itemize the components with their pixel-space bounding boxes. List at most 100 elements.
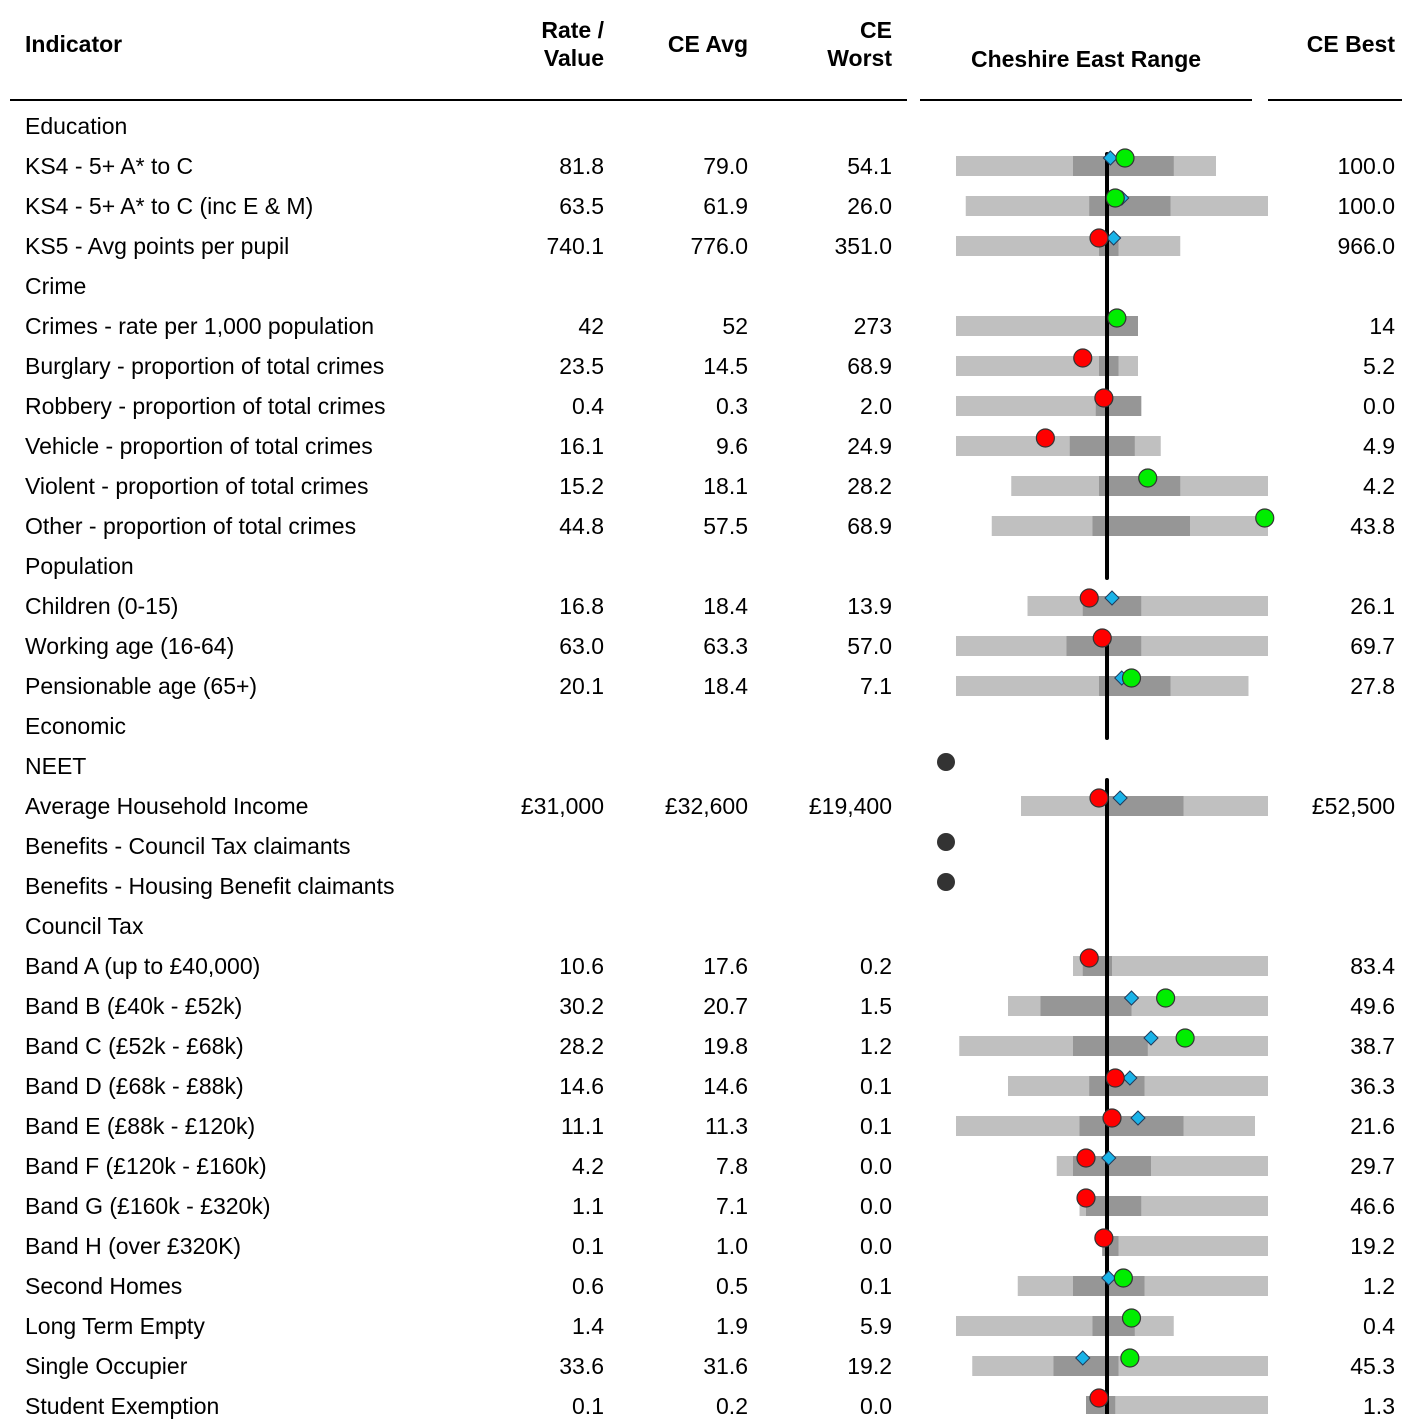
table-row: Band D (£68k - £88k) 14.6 14.6 0.1 36.3	[0, 1066, 1402, 1106]
section-label: Population	[25, 553, 134, 579]
table-row: Pensionable age (65+) 20.1 18.4 7.1 27.8	[0, 666, 1402, 706]
header-rule-best	[1268, 99, 1402, 101]
rate-marker	[1094, 388, 1114, 408]
ce-best-value: 966.0	[1337, 233, 1395, 259]
header-rule-left	[10, 99, 907, 101]
table-row: Vehicle - proportion of total crimes 16.1…	[0, 426, 1402, 466]
indicator-label: Band F (£120k - £160k)	[25, 1153, 267, 1179]
ce-worst-value: 68.9	[847, 353, 892, 379]
ce-worst-value: 54.1	[847, 153, 892, 179]
indicator-label: KS4 - 5+ A* to C	[25, 153, 194, 179]
rate-value: 16.8	[559, 593, 604, 619]
table-row: Burglary - proportion of total crimes 23.…	[0, 346, 1402, 386]
header-ce-avg: CE Avg	[667, 31, 748, 57]
indicator-label: Band B (£40k - £52k)	[25, 993, 243, 1019]
table-row: Violent - proportion of total crimes 15.2…	[0, 466, 1402, 506]
indicator-label: Band A (up to £40,000)	[25, 953, 261, 979]
rate-value: 30.2	[559, 993, 604, 1019]
ce-best-value: 0.4	[1363, 1313, 1395, 1339]
ce-best-value: 5.2	[1363, 353, 1395, 379]
ce-worst-value: 68.9	[847, 513, 892, 539]
table-row: Band G (£160k - £320k) 1.1 7.1 0.0 46.6	[0, 1186, 1402, 1226]
ce-avg-value: 1.0	[716, 1233, 748, 1259]
ce-worst-value: 273	[853, 313, 892, 339]
header-ce-worst: CE Worst	[772, 16, 892, 72]
no-data-dot	[937, 753, 955, 771]
ce-worst-value: 0.0	[860, 1233, 892, 1259]
indicator-label: Single Occupier	[25, 1353, 188, 1379]
table-row: Long Term Empty 1.4 1.9 5.9 0.4	[0, 1306, 1402, 1346]
ce-best-value: 29.7	[1350, 1153, 1395, 1179]
range-outer-bar	[956, 1316, 1174, 1336]
range-outer-bar	[1027, 596, 1268, 616]
ce-average-diamond	[1123, 990, 1140, 1006]
rate-value: 1.1	[572, 1193, 604, 1219]
ce-average-diamond	[1104, 590, 1120, 606]
ce-average-diamond	[1102, 150, 1119, 166]
ce-avg-value: 7.1	[716, 1193, 748, 1219]
no-data-dot	[937, 833, 955, 851]
section-label: Education	[25, 113, 128, 139]
indicator-label: Children (0-15)	[25, 593, 179, 619]
ce-worst-value: 0.0	[860, 1153, 892, 1179]
ce-worst-value: 57.0	[847, 633, 892, 659]
range-inner-bar	[1069, 436, 1135, 456]
range-outer-bar	[956, 356, 1138, 376]
rate-value: 0.1	[572, 1233, 604, 1259]
rate-marker	[1089, 788, 1109, 808]
ce-avg-value: 14.6	[703, 1073, 748, 1099]
ce-worst-value: 24.9	[847, 433, 892, 459]
ce-avg-value: 18.4	[703, 673, 748, 699]
table-row: Robbery - proportion of total crimes 0.4 0…	[0, 386, 1402, 426]
ce-worst-value: 0.1	[860, 1113, 892, 1139]
ce-best-value: 45.3	[1350, 1353, 1395, 1379]
ce-best-value: 1.2	[1363, 1273, 1395, 1299]
ce-avg-value: 31.6	[703, 1353, 748, 1379]
ce-best-value: 0.0	[1363, 393, 1395, 419]
table-row: Band C (£52k - £68k) 28.2 19.8 1.2 38.7	[0, 1026, 1402, 1066]
ce-worst-value: 2.0	[860, 393, 892, 419]
indicator-label: Band G (£160k - £320k)	[25, 1193, 271, 1219]
rate-value: 1.4	[572, 1313, 604, 1339]
range-outer-bar	[956, 236, 1181, 256]
header-ce-best: CE Best	[1306, 31, 1395, 57]
ce-average-diamond	[1075, 1350, 1091, 1366]
header-rate-value: Rate / Value	[484, 16, 604, 72]
indicator-label: Band D (£68k - £88k)	[25, 1073, 244, 1099]
rate-marker	[1079, 588, 1099, 608]
rate-marker	[1079, 948, 1099, 968]
range-inner-bar	[1089, 196, 1171, 216]
rate-marker	[1092, 628, 1112, 648]
ce-avg-value: 57.5	[703, 513, 748, 539]
range-inner-bar	[1040, 996, 1132, 1016]
rate-marker	[1105, 1068, 1125, 1088]
table-row: Benefits - Council Tax claimants	[0, 826, 1402, 866]
ce-average-diamond	[1112, 790, 1128, 806]
rate-marker	[1120, 1348, 1140, 1368]
rate-marker	[1094, 1228, 1114, 1248]
ce-avg-value: 52	[722, 313, 748, 339]
ce-avg-value: 19.8	[703, 1033, 748, 1059]
table-row: Average Household Income £31,000 £32,600 £1…	[0, 786, 1402, 826]
ce-avg-value: 0.3	[716, 393, 748, 419]
table-row: Benefits - Housing Benefit claimants	[0, 866, 1402, 906]
table-row: NEET	[0, 746, 1402, 786]
ce-best-value: 4.9	[1363, 433, 1395, 459]
ce-avg-value: 776.0	[690, 233, 748, 259]
indicator-label: Working age (16-64)	[25, 633, 235, 659]
rate-value: 20.1	[559, 673, 604, 699]
range-inner-bar	[1053, 1356, 1119, 1376]
header-rate-line2: Value	[543, 45, 604, 71]
rate-value: 0.4	[572, 393, 604, 419]
rate-marker	[1076, 1148, 1096, 1168]
ce-average-diamond	[1143, 1030, 1159, 1046]
ce-average-diamond	[1122, 1070, 1138, 1086]
indicator-label: KS5 - Avg points per pupil	[25, 233, 290, 259]
section-label: Council Tax	[25, 913, 144, 939]
rate-value: 63.5	[559, 193, 604, 219]
ce-worst-value: 351.0	[834, 233, 892, 259]
ce-best-value: 100.0	[1337, 193, 1395, 219]
ce-avg-value: 0.5	[716, 1273, 748, 1299]
section-row: Council Tax	[0, 906, 1402, 946]
ce-avg-value: 18.4	[703, 593, 748, 619]
